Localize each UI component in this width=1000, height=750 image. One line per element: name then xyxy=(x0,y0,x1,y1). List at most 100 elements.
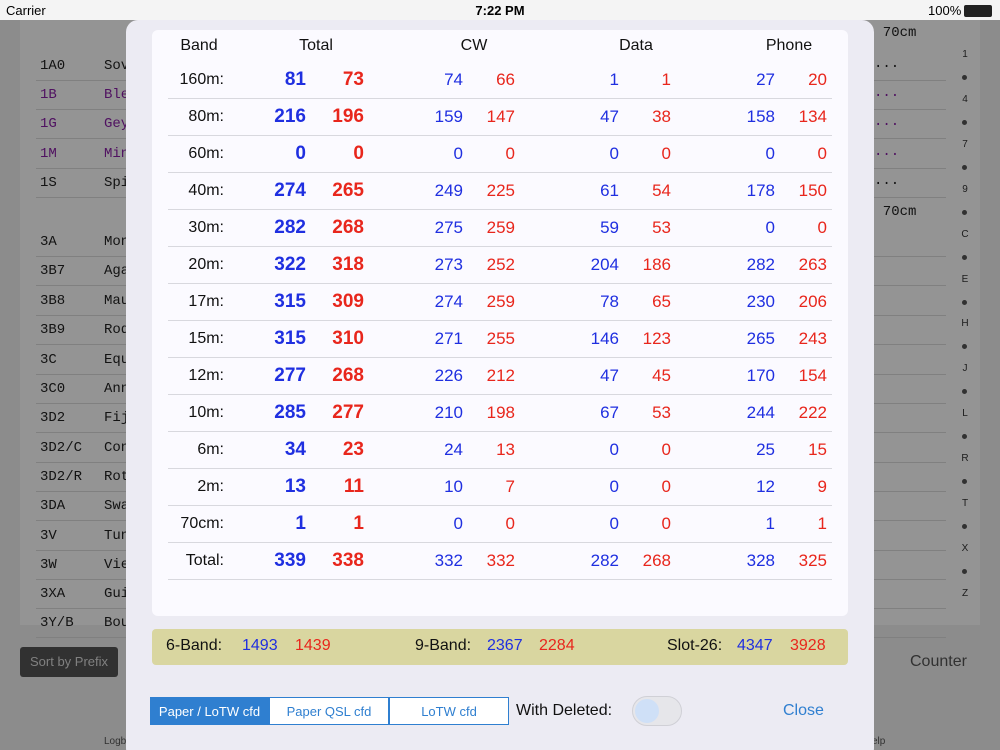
cell-worked: 206 xyxy=(798,292,827,311)
column-header: Band xyxy=(180,37,218,54)
index-dot xyxy=(962,299,967,305)
with-deleted-label: With Deleted: xyxy=(516,702,613,719)
index-letter[interactable]: R xyxy=(961,453,969,465)
cell-confirmed: 0 xyxy=(609,477,619,496)
cell-worked: 277 xyxy=(332,402,364,423)
row-separator xyxy=(168,283,832,284)
cell-confirmed: 178 xyxy=(746,181,775,200)
cell-worked: 318 xyxy=(332,254,364,275)
cell-worked: 154 xyxy=(798,366,827,385)
battery-icon xyxy=(964,5,992,17)
band-header: m 70cm xyxy=(866,25,917,41)
segment-button[interactable]: Paper QSL cfd xyxy=(269,697,389,725)
cell-confirmed: 1 xyxy=(609,70,619,89)
index-letter[interactable]: T xyxy=(961,498,969,509)
index-letter[interactable]: 1 xyxy=(962,49,968,60)
band-label: 70cm: xyxy=(180,515,224,532)
cell-confirmed: 67 xyxy=(600,403,619,422)
list-name: Vie xyxy=(104,557,130,573)
cell-worked: 23 xyxy=(342,439,364,460)
index-letter[interactable]: Z xyxy=(961,587,969,599)
band-label: 6m: xyxy=(197,441,224,458)
cell-confirmed: 271 xyxy=(434,329,463,348)
cell-worked: 66 xyxy=(496,70,515,89)
index-dot xyxy=(962,568,967,574)
list-name: Tun xyxy=(104,528,130,544)
list-prefix: 3DA xyxy=(40,498,66,514)
index-dot xyxy=(962,434,967,440)
index-letter[interactable]: J xyxy=(962,363,968,375)
table-panel xyxy=(152,30,848,616)
cell-confirmed: 274 xyxy=(434,292,463,311)
cell-worked: 123 xyxy=(642,329,671,348)
list-name: Spi xyxy=(104,175,130,191)
index-letter[interactable]: C xyxy=(961,228,969,240)
cell-worked: 268 xyxy=(642,551,671,570)
cell-confirmed: 74 xyxy=(444,70,463,89)
cell-confirmed: 315 xyxy=(274,328,306,349)
cell-worked: 0 xyxy=(505,514,515,533)
cell-worked: 54 xyxy=(652,181,671,200)
cell-worked: 0 xyxy=(505,144,515,163)
cell-confirmed: 265 xyxy=(746,329,775,348)
cell-confirmed: 1 xyxy=(765,514,775,533)
cell-confirmed: 10 xyxy=(444,477,463,496)
list-name: Mon xyxy=(104,234,130,250)
list-name: Swa xyxy=(104,498,130,514)
list-name: Sov xyxy=(104,58,130,74)
cell-worked: 268 xyxy=(332,217,364,238)
cell-confirmed: 210 xyxy=(434,403,463,422)
row-separator xyxy=(168,135,832,136)
counter-label[interactable]: Counter xyxy=(910,653,967,670)
index-letter[interactable]: 9 xyxy=(962,183,968,195)
index-letter[interactable]: 7 xyxy=(962,138,968,150)
list-trail: ... xyxy=(874,173,900,189)
segment-button[interactable]: Paper / LoTW cfd xyxy=(150,697,269,725)
column-header: CW xyxy=(460,37,488,54)
cell-worked: 147 xyxy=(486,107,515,126)
column-header: Phone xyxy=(765,37,813,54)
list-name: Equ xyxy=(104,352,130,368)
segment-button[interactable]: LoTW cfd xyxy=(389,697,509,725)
sort-button[interactable]: Sort by Prefix xyxy=(20,647,118,677)
close-button[interactable]: Close xyxy=(783,702,824,719)
index-letter[interactable]: L xyxy=(962,408,968,420)
cell-worked: 196 xyxy=(332,106,364,127)
cell-confirmed: 158 xyxy=(746,107,775,126)
cell-confirmed: 204 xyxy=(590,255,619,274)
list-name: Rot xyxy=(104,469,130,485)
cell-worked: 198 xyxy=(486,403,515,422)
toggle[interactable] xyxy=(632,696,682,726)
tab-label[interactable]: elp xyxy=(872,736,886,747)
row-separator xyxy=(168,579,832,580)
list-name: Bou xyxy=(104,615,130,631)
cell-worked: 332 xyxy=(486,551,515,570)
cell-confirmed: 1 xyxy=(295,513,306,534)
list-prefix: 3C xyxy=(40,352,57,368)
cell-worked: 212 xyxy=(486,366,515,385)
cell-worked: 259 xyxy=(486,218,515,237)
cell-confirmed: 12 xyxy=(756,477,775,496)
dialog xyxy=(126,20,874,750)
index-letter[interactable]: 4 xyxy=(962,93,968,105)
cell-confirmed: 282 xyxy=(590,551,619,570)
cell-confirmed: 322 xyxy=(274,254,306,275)
tab-label[interactable]: Logb xyxy=(104,736,127,747)
index-letter[interactable]: H xyxy=(961,318,969,330)
index-letter[interactable]: E xyxy=(961,273,969,285)
cell-worked: 0 xyxy=(817,218,827,237)
cell-worked: 38 xyxy=(652,107,671,126)
row-separator xyxy=(168,431,832,432)
row-separator xyxy=(168,542,832,543)
cell-confirmed: 34 xyxy=(284,439,306,460)
time: 7:22 PM xyxy=(475,3,525,18)
list-prefix: 3B7 xyxy=(40,263,66,279)
cell-worked: 9 xyxy=(817,477,827,496)
list-prefix: 1G xyxy=(40,116,57,132)
index-letter[interactable]: X xyxy=(961,542,969,554)
cell-worked: 45 xyxy=(652,366,671,385)
cell-confirmed: 285 xyxy=(274,402,306,423)
cell-confirmed: 47 xyxy=(600,107,619,126)
carrier: Carrier xyxy=(6,3,46,18)
list-prefix: 1S xyxy=(40,175,57,191)
